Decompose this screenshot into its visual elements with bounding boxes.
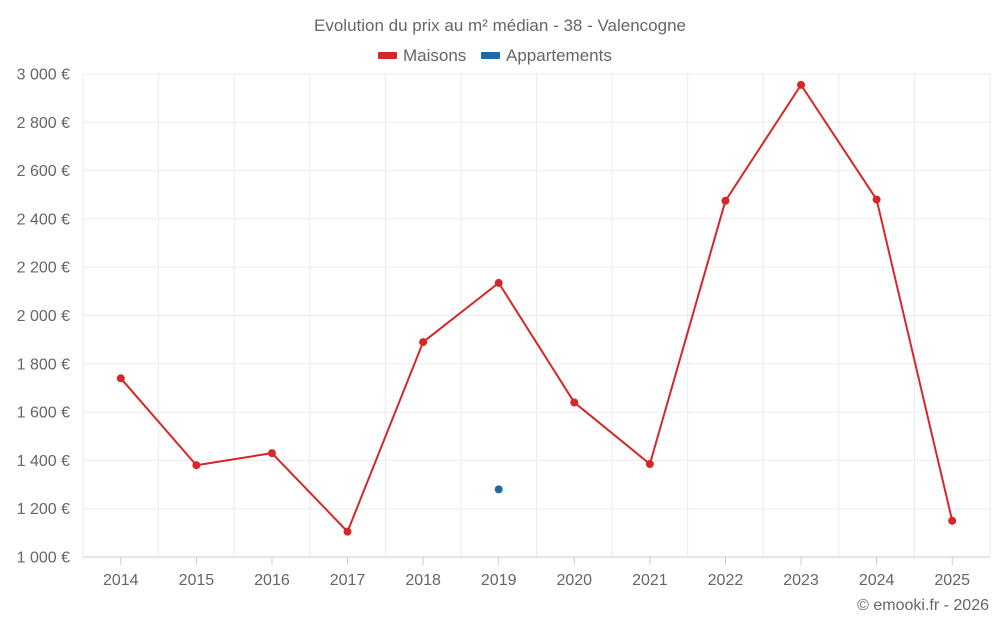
x-tick-label: 2019	[481, 572, 517, 589]
x-tick-label: 2022	[708, 572, 744, 589]
series	[116, 80, 957, 536]
y-tick-label: 2 400 €	[17, 211, 70, 228]
legend-swatch-maisons[interactable]	[378, 52, 397, 59]
x-tick-label: 2023	[783, 572, 819, 589]
data-point-appartements[interactable]	[494, 485, 503, 494]
y-tick-label: 1 600 €	[17, 405, 70, 422]
x-axis-ticks: 2014 2015 2016 2017 2018 2019 2020 2021 2022 2023…	[103, 557, 970, 589]
data-point-maisons[interactable]	[948, 516, 957, 525]
legend[interactable]: Maisons Appartements	[378, 46, 612, 65]
data-point-maisons[interactable]	[797, 80, 806, 89]
data-point-maisons[interactable]	[494, 278, 503, 287]
legend-swatch-appartements[interactable]	[481, 52, 500, 59]
legend-label-maisons[interactable]: Maisons	[403, 46, 466, 65]
data-point-maisons[interactable]	[570, 398, 579, 407]
y-tick-label: 2 600 €	[17, 163, 70, 180]
x-tick-label: 2017	[330, 572, 366, 589]
y-tick-label: 2 800 €	[17, 115, 70, 132]
credit-text: © emooki.fr - 2026	[857, 597, 989, 614]
data-point-maisons[interactable]	[267, 449, 276, 458]
x-tick-label: 2014	[103, 572, 139, 589]
x-tick-label: 2025	[934, 572, 970, 589]
y-tick-label: 1 400 €	[17, 453, 70, 470]
data-point-maisons[interactable]	[872, 195, 881, 204]
y-tick-label: 2 200 €	[17, 260, 70, 277]
x-tick-label: 2018	[405, 572, 441, 589]
data-point-maisons[interactable]	[343, 527, 352, 536]
x-tick-label: 2021	[632, 572, 668, 589]
data-point-maisons[interactable]	[419, 338, 428, 347]
x-tick-label: 2016	[254, 572, 290, 589]
x-tick-label: 2015	[179, 572, 215, 589]
series-line-maisons	[120, 83, 954, 533]
data-point-maisons[interactable]	[192, 461, 201, 470]
data-point-maisons[interactable]	[721, 196, 730, 205]
y-tick-label: 2 000 €	[17, 308, 70, 325]
data-point-maisons[interactable]	[645, 460, 654, 469]
legend-label-appartements[interactable]: Appartements	[506, 46, 612, 65]
data-point-maisons[interactable]	[116, 374, 125, 383]
grid	[82, 73, 991, 558]
y-tick-label: 3 000 €	[17, 67, 70, 84]
y-tick-label: 1 800 €	[17, 356, 70, 373]
x-tick-label: 2020	[556, 572, 592, 589]
y-tick-label: 1 200 €	[17, 501, 70, 518]
y-tick-label: 1 000 €	[17, 550, 70, 567]
y-axis-ticks: 1 000 € 1 200 € 1 400 € 1 600 € 1 800 € 2 000…	[17, 67, 70, 567]
x-tick-label: 2024	[859, 572, 895, 589]
chart-title: Evolution du prix au m² médian - 38 - Va…	[314, 16, 686, 35]
